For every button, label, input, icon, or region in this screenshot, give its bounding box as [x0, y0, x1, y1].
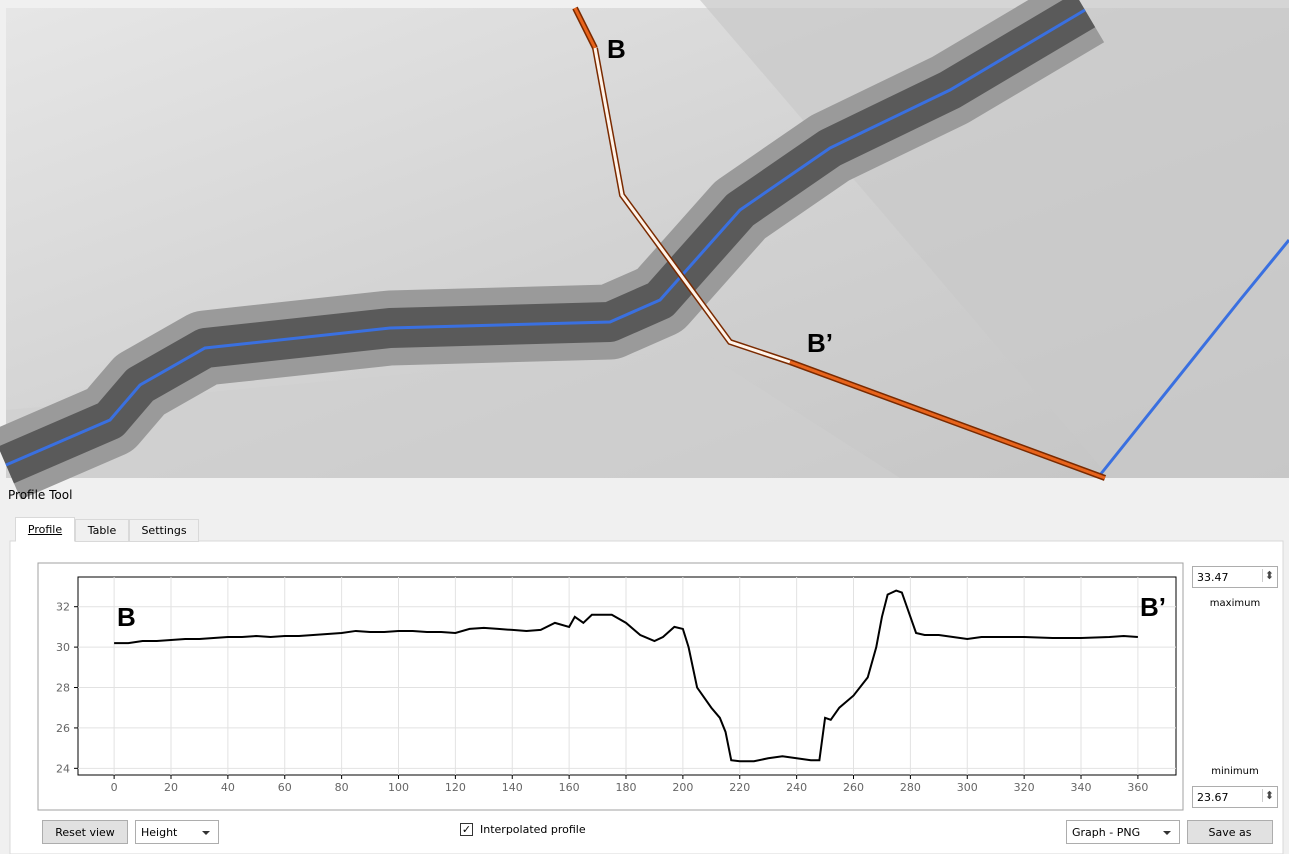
max-label: maximum — [1192, 598, 1278, 609]
canvas: B B’ 24262830320204060801001201401601802… — [0, 0, 1289, 854]
checkbox[interactable]: ✓ — [460, 823, 473, 836]
x-tick-label: 80 — [335, 781, 349, 794]
x-tick-label: 260 — [843, 781, 864, 794]
x-tick-label: 20 — [164, 781, 178, 794]
y-tick-label: 28 — [56, 682, 70, 695]
x-tick-label: 360 — [1127, 781, 1148, 794]
page: B B’ 24262830320204060801001201401601802… — [0, 0, 1289, 854]
x-tick-label: 280 — [900, 781, 921, 794]
x-tick-label: 0 — [111, 781, 118, 794]
x-tick-label: 140 — [502, 781, 523, 794]
mode-dropdown[interactable]: Height — [135, 820, 219, 844]
x-tick-label: 180 — [616, 781, 637, 794]
x-tick-label: 60 — [278, 781, 292, 794]
min-spinbox[interactable]: 23.67 — [1192, 786, 1278, 808]
tab[interactable]: Profile — [15, 517, 75, 542]
x-tick-label: 300 — [957, 781, 978, 794]
x-tick-label: 220 — [729, 781, 750, 794]
x-tick-label: 120 — [445, 781, 466, 794]
x-tick-label: 40 — [221, 781, 235, 794]
y-tick-label: 32 — [56, 601, 70, 614]
panel-title: Profile Tool — [8, 488, 72, 502]
plot-annotation: B — [117, 602, 136, 632]
map-label: B’ — [807, 328, 833, 358]
y-tick-label: 24 — [56, 762, 70, 775]
max-spinbox[interactable]: 33.47 — [1192, 566, 1278, 588]
export-dropdown[interactable]: Graph - PNG — [1066, 820, 1180, 844]
y-tick-label: 26 — [56, 722, 70, 735]
y-tick-label: 30 — [56, 641, 70, 654]
tab[interactable]: Settings — [129, 519, 199, 542]
x-tick-label: 160 — [559, 781, 580, 794]
x-tick-label: 200 — [672, 781, 693, 794]
map-label: B — [607, 34, 626, 64]
checkbox-label[interactable]: Interpolated profile — [480, 823, 586, 836]
x-tick-label: 320 — [1014, 781, 1035, 794]
tab[interactable]: Table — [75, 519, 129, 542]
x-tick-label: 340 — [1071, 781, 1092, 794]
save-button[interactable]: Save as — [1187, 820, 1273, 844]
x-tick-label: 100 — [388, 781, 409, 794]
plot-annotation: B’ — [1140, 592, 1166, 622]
x-tick-label: 240 — [786, 781, 807, 794]
reset-button[interactable]: Reset view — [42, 820, 128, 844]
min-label: minimum — [1192, 766, 1278, 777]
